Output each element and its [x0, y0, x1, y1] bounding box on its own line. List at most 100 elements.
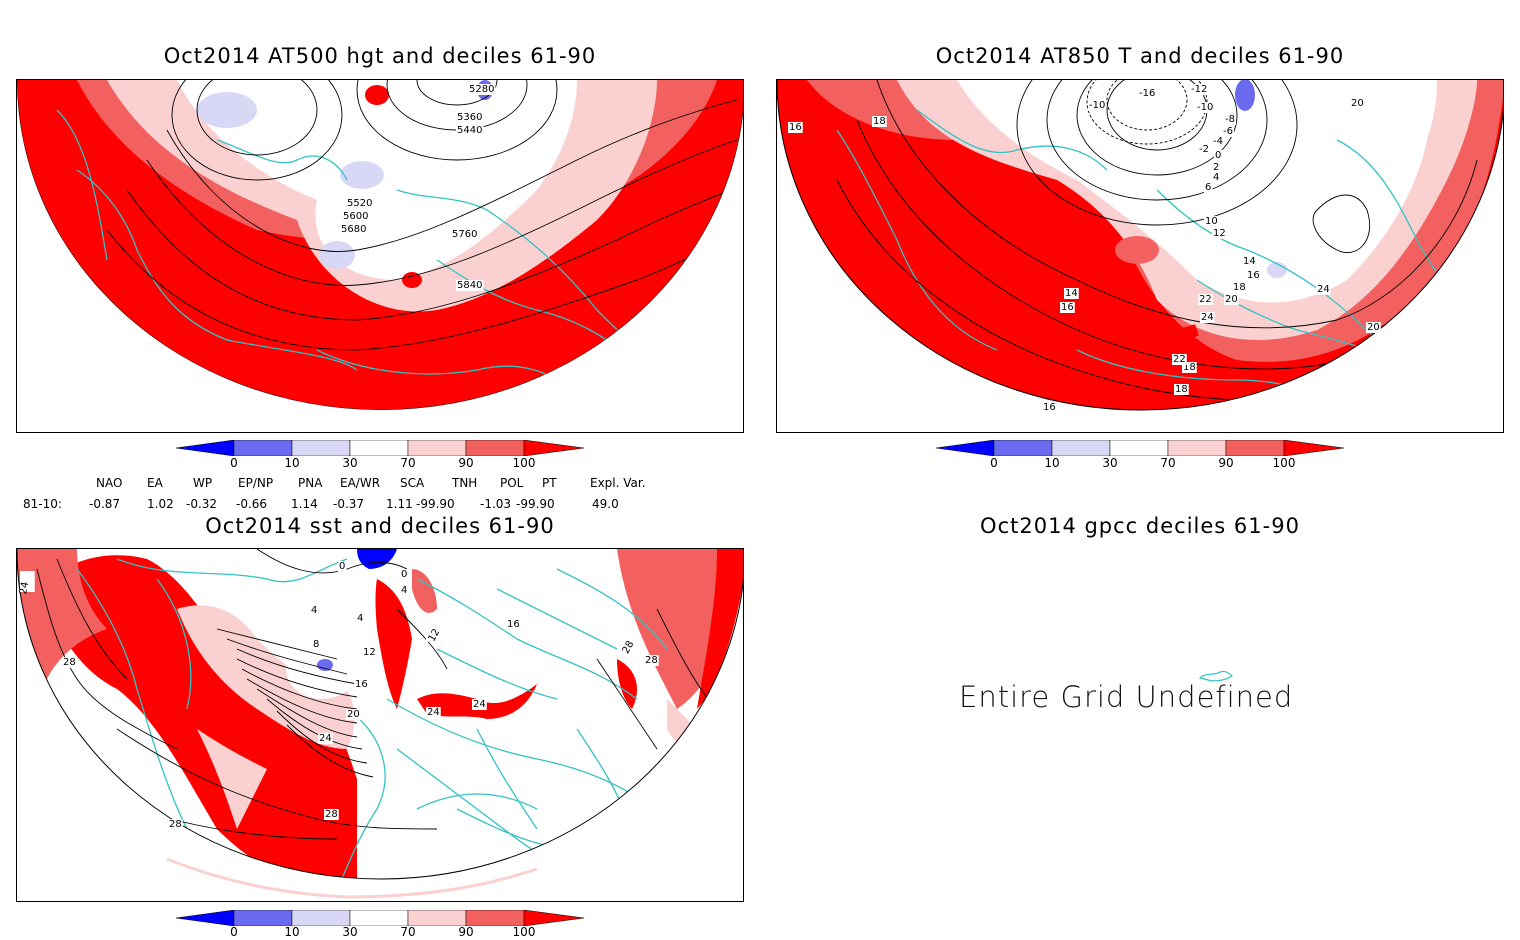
t850-label: -8 [1225, 114, 1235, 125]
colorbar-tick: 90 [1218, 456, 1234, 470]
sst-label: 8 [313, 639, 319, 650]
t850-colorbar: 0 10 30 70 90 100 [935, 439, 1346, 476]
index-header: POL [500, 476, 524, 490]
contour-label-bg [400, 569, 409, 580]
t850-label: 14 [1243, 256, 1256, 267]
contour-label-bg [872, 116, 887, 127]
t850-label: 18 [873, 116, 886, 127]
t850-label: 6 [1205, 182, 1211, 193]
colorbar-tick: 30 [342, 456, 358, 470]
sst-label: 24 [427, 707, 440, 718]
contour-label-bg [1198, 144, 1210, 155]
sst-panel-title: Oct2014 sst and deciles 61-90 [205, 514, 555, 538]
index-value: 1.11 [386, 497, 413, 511]
contour-label-bg [451, 229, 479, 240]
contour-label-bg [1212, 136, 1224, 147]
index-value: 1.14 [291, 497, 318, 511]
contour-label-bg [1350, 98, 1365, 109]
t850-colorbar-graphic [935, 439, 1345, 457]
sst-contour-labels: 24 28 0 0 4 4 4 8 12 16 20 24 24 24 28 2… [18, 561, 659, 830]
t850-label: 16 [789, 122, 802, 133]
gpcc-panel-title: Oct2014 gpcc deciles 61-90 [980, 514, 1300, 538]
sst-label: 24 [18, 581, 31, 595]
t850-contour-labels: -16 -12 -10 -10 -8 -6 -4 -2 0 2 4 6 10 1… [788, 84, 1381, 413]
contour-label-bg [620, 643, 635, 654]
contour-label-bg [1366, 322, 1381, 333]
index-value: 1.02 [147, 497, 174, 511]
t850-label: 20 [1225, 294, 1238, 305]
colorbar-tick: 70 [400, 456, 416, 470]
contour-label-bg [1042, 402, 1057, 413]
contour-label-bg [342, 211, 370, 222]
colorbar-tick: 30 [1102, 456, 1118, 470]
colorbar-tick: 30 [342, 925, 358, 939]
index-header: WP [193, 476, 213, 490]
index-value: 49.0 [592, 497, 619, 511]
t850-label: 12 [1213, 228, 1226, 239]
index-value: -99.90 [416, 497, 455, 511]
t850-label: 16 [1061, 302, 1074, 313]
contour-label-bg [472, 699, 487, 710]
contour-label-bg [1212, 172, 1221, 183]
index-header: EA/WR [340, 476, 381, 490]
gpcc-panel: Entire Grid Undefined [776, 548, 1504, 902]
index-value: -0.87 [89, 497, 121, 511]
index-value: -99.90 [516, 497, 555, 511]
z500-label: 5840 [457, 280, 482, 291]
contour-label-bg [1204, 182, 1213, 193]
contour-label-bg [324, 809, 339, 820]
contour-label-bg [1224, 294, 1239, 305]
contour-label-bg [1242, 256, 1257, 267]
colorbar-tick: 10 [1044, 456, 1060, 470]
contour-label-bg [1196, 102, 1215, 113]
contour-label-bg [1224, 114, 1236, 125]
contour-label-bg [340, 224, 368, 235]
z500-label: 5680 [341, 224, 366, 235]
colorbar-tick: 100 [1272, 456, 1296, 470]
contour-label-bg [1232, 282, 1247, 293]
contour-label-bg [1172, 354, 1187, 365]
t850-map: -16 -12 -10 -10 -8 -6 -4 -2 0 2 4 6 10 1… [777, 80, 1503, 432]
contour-label-bg [1214, 150, 1223, 161]
contour-label-bg [1212, 228, 1227, 239]
contour-label-bg [506, 619, 521, 630]
z500-label: 5760 [452, 229, 477, 240]
t850-label: -10 [1197, 102, 1213, 113]
t850-label: -16 [1139, 88, 1155, 99]
colorbar-tick: 100 [512, 456, 536, 470]
contour-label-bg [1064, 288, 1079, 299]
sst-map: 24 28 0 0 4 4 4 8 12 16 20 24 24 24 28 2… [17, 549, 743, 901]
gpcc-undefined-message: Entire Grid Undefined [959, 680, 1294, 714]
z500-label: 5280 [469, 84, 494, 95]
t850-label: 24 [1317, 284, 1330, 295]
index-header: TNH [452, 476, 478, 490]
index-header: PT [542, 476, 557, 490]
t850-label: 16 [1247, 270, 1260, 281]
contour-label-bg [426, 631, 441, 642]
contour-label-bg [20, 571, 35, 582]
contour-label-bg [1316, 284, 1331, 295]
z500-colorbar-graphic [175, 439, 585, 457]
t850-label: 2 [1213, 162, 1219, 173]
sst-label: 16 [355, 679, 368, 690]
z500-panel-title: Oct2014 AT500 hgt and deciles 61-90 [163, 44, 597, 68]
index-value: -1.03 [480, 497, 512, 511]
z500-label: 5520 [347, 198, 372, 209]
t850-label: 22 [1199, 294, 1212, 305]
colorbar-tick: 0 [990, 456, 998, 470]
colorbar-tick: 90 [458, 925, 474, 939]
t850-label: -12 [1191, 84, 1207, 95]
colorbar-tick: 100 [512, 925, 536, 939]
index-header: EA [147, 476, 163, 490]
contour-label-bg [1246, 270, 1261, 281]
contour-label-bg [456, 280, 484, 291]
colorbar-tick: 90 [458, 456, 474, 470]
sst-label: 28 [645, 655, 658, 666]
t850-label: 0 [1215, 150, 1221, 161]
contour-label-bg [318, 733, 333, 744]
colorbar-tick: 10 [284, 456, 300, 470]
index-value: -0.32 [186, 497, 218, 511]
contour-label-bg [468, 84, 496, 95]
contour-label-bg [310, 605, 319, 616]
contour-label-bg [1200, 312, 1215, 323]
